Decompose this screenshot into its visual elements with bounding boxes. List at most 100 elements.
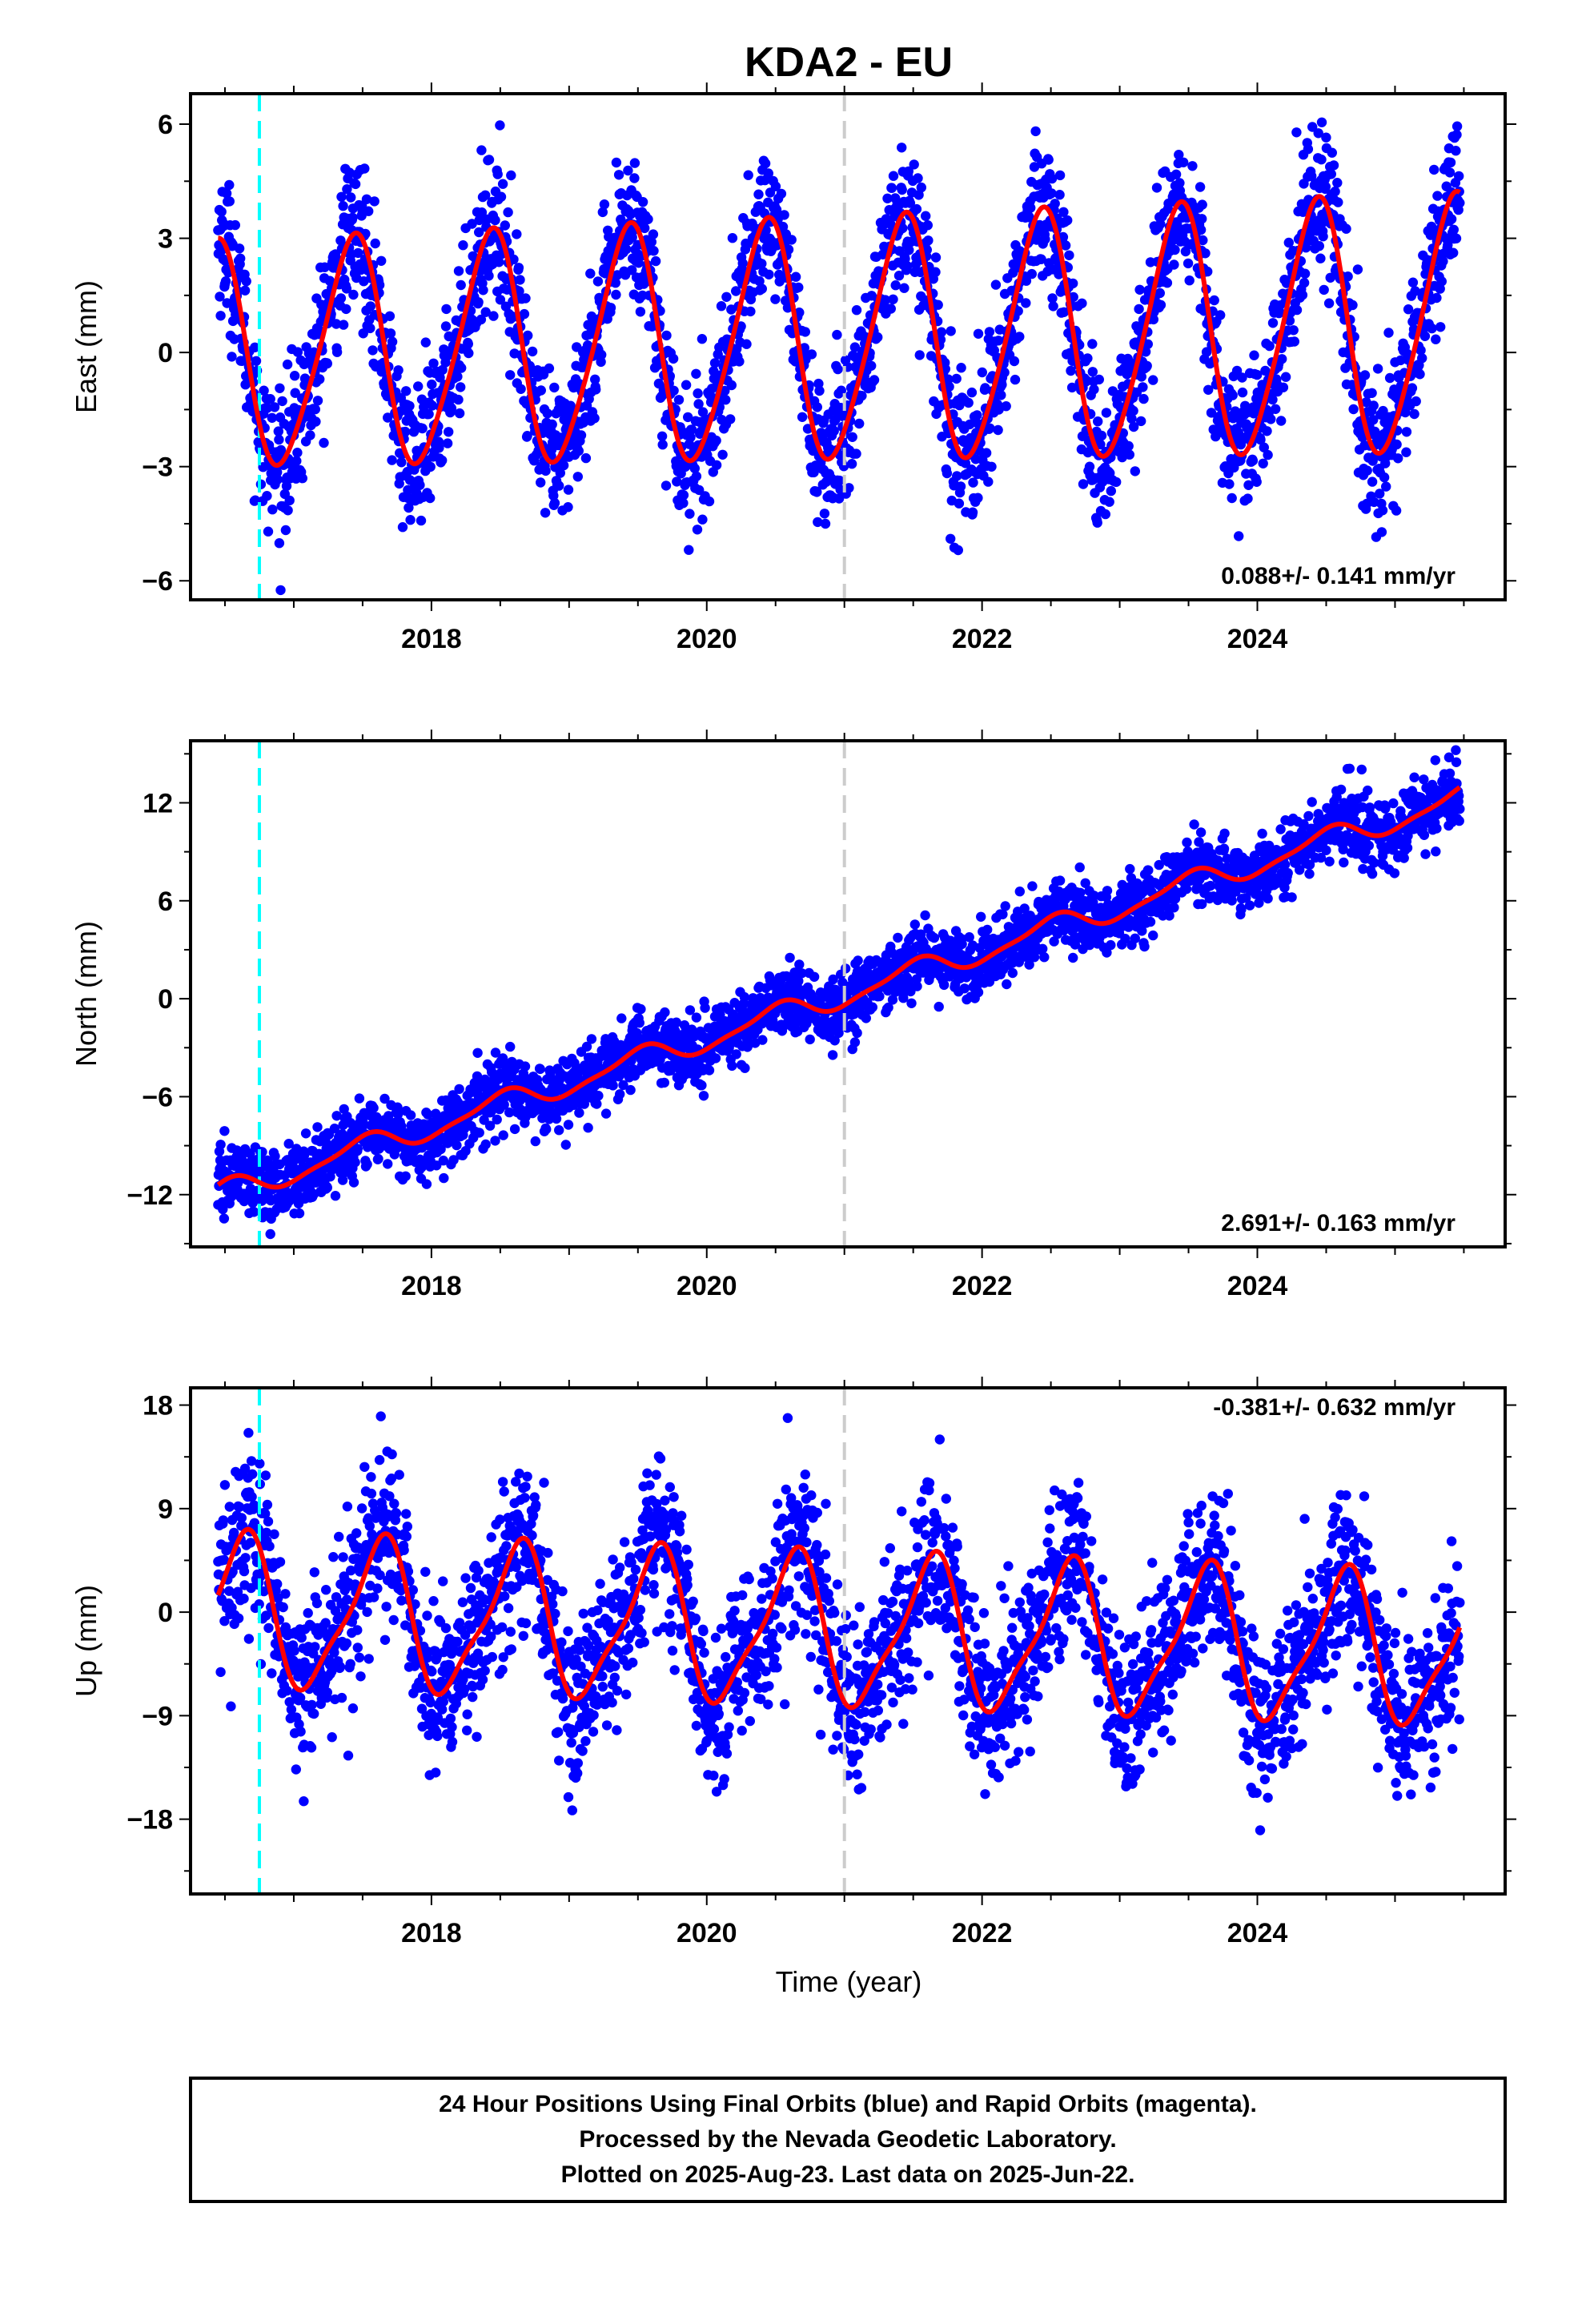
data-point	[436, 1144, 446, 1155]
data-point	[1002, 979, 1012, 990]
data-point	[1438, 256, 1448, 267]
data-point	[476, 145, 487, 155]
data-point	[611, 157, 622, 168]
data-point	[1095, 439, 1106, 450]
data-point	[847, 432, 857, 442]
data-point	[1155, 219, 1166, 229]
data-point	[1410, 286, 1420, 296]
data-point	[219, 1213, 230, 1224]
data-point	[498, 1130, 508, 1140]
data-point	[799, 343, 809, 353]
data-point	[452, 372, 463, 382]
data-point	[1376, 527, 1387, 537]
data-point	[1403, 304, 1414, 315]
data-point	[484, 155, 495, 165]
data-point	[508, 254, 519, 265]
data-point	[1087, 367, 1098, 377]
data-point	[903, 166, 914, 177]
data-point	[691, 1012, 702, 1023]
data-point	[957, 939, 967, 950]
data-point	[273, 426, 283, 436]
data-point	[640, 223, 650, 234]
data-point	[1215, 310, 1226, 320]
data-point	[1195, 182, 1206, 192]
data-point	[215, 1140, 226, 1150]
data-point	[672, 476, 682, 487]
data-point	[745, 306, 756, 317]
data-point	[776, 188, 787, 199]
data-point	[1307, 122, 1318, 132]
data-point	[1148, 314, 1159, 325]
data-point	[801, 1018, 812, 1029]
data-point	[297, 473, 307, 484]
data-point	[424, 408, 434, 420]
data-point	[322, 1182, 332, 1193]
data-point	[1264, 340, 1275, 352]
data-point	[960, 458, 971, 468]
data-point	[1443, 239, 1453, 251]
data-point	[1263, 449, 1273, 460]
data-point	[1372, 364, 1383, 374]
data-point	[867, 1002, 878, 1012]
data-point	[914, 350, 925, 360]
data-point	[1411, 396, 1421, 407]
data-point	[277, 396, 287, 407]
data-point	[283, 1139, 294, 1149]
data-point	[1154, 287, 1166, 299]
data-point	[1027, 881, 1038, 891]
data-point	[354, 1093, 365, 1104]
data-point	[535, 1063, 545, 1075]
data-point	[1203, 384, 1214, 395]
data-point	[852, 1027, 862, 1039]
data-point	[1401, 427, 1412, 437]
data-point	[1391, 439, 1402, 450]
data-point	[984, 327, 995, 337]
data-point	[319, 437, 329, 448]
data-point	[600, 1108, 612, 1119]
data-point	[813, 517, 823, 528]
data-point	[396, 1121, 407, 1132]
data-point	[495, 120, 505, 131]
data-point	[993, 424, 1003, 436]
data-point	[1054, 190, 1065, 200]
data-point	[280, 525, 291, 536]
data-point	[1209, 295, 1219, 306]
data-point	[1184, 275, 1195, 286]
data-point	[853, 955, 863, 966]
data-point	[650, 255, 661, 267]
data-point	[346, 192, 356, 203]
data-point	[1427, 323, 1437, 334]
data-point	[1174, 150, 1184, 160]
data-point	[270, 1151, 280, 1161]
data-point	[615, 1089, 625, 1100]
data-point	[251, 356, 262, 366]
data-point	[523, 330, 533, 341]
data-point	[427, 400, 438, 411]
data-point	[383, 1159, 393, 1169]
data-point	[904, 245, 914, 255]
data-point	[921, 211, 931, 221]
data-point	[1377, 505, 1388, 516]
data-point	[897, 184, 907, 195]
data-point	[1064, 250, 1074, 260]
data-point	[1291, 304, 1303, 316]
data-point	[262, 403, 273, 413]
data-point	[930, 267, 941, 277]
data-point	[885, 304, 897, 314]
data-point	[249, 1207, 259, 1217]
data-point	[442, 438, 453, 448]
data-point	[331, 319, 342, 329]
data-point	[1178, 157, 1189, 167]
data-point	[1142, 360, 1152, 372]
data-point	[592, 276, 604, 287]
data-point	[691, 368, 701, 379]
data-point	[497, 179, 508, 189]
data-point	[1174, 178, 1185, 188]
data-point	[770, 294, 781, 304]
data-point	[563, 485, 574, 495]
data-point	[289, 371, 300, 381]
data-point	[794, 308, 805, 318]
data-point	[1417, 353, 1427, 364]
data-point	[1021, 298, 1031, 308]
